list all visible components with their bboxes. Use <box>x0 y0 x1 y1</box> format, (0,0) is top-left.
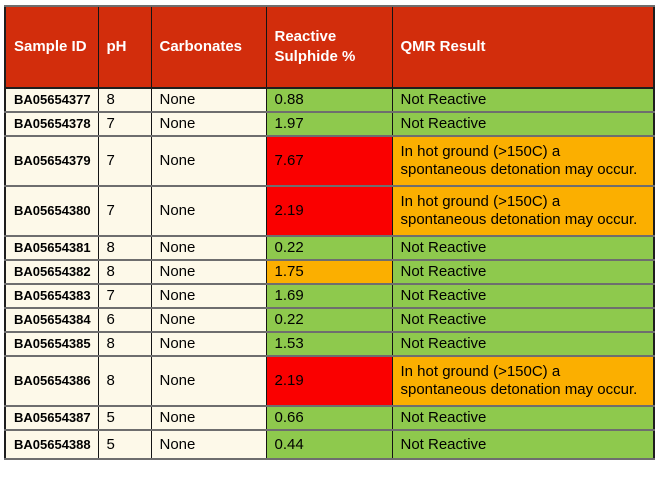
qmr-cell: In hot ground (>150C) a spontaneous deto… <box>391 355 655 407</box>
carbonates-cell: None <box>150 185 267 237</box>
ph-cell: 8 <box>97 235 152 261</box>
sample-id-cell: BA05654384 <box>4 307 99 333</box>
qmr-cell: Not Reactive <box>391 283 655 309</box>
carbonates-cell: None <box>150 283 267 309</box>
carbonates-cell: None <box>150 111 267 137</box>
col-header-qmr-result: QMR Result <box>391 5 655 89</box>
sulphide-cell: 1.75 <box>265 259 393 285</box>
sulphide-cell: 2.19 <box>265 185 393 237</box>
carbonates-cell: None <box>150 355 267 407</box>
qmr-cell: Not Reactive <box>391 111 655 137</box>
sample-id-cell: BA05654388 <box>4 429 99 460</box>
qmr-cell: In hot ground (>150C) a spontaneous deto… <box>391 185 655 237</box>
table-row: BA05654381 8 None 0.22 Not Reactive <box>4 235 655 261</box>
sample-id-cell: BA05654377 <box>4 87 99 113</box>
col-header-ph: pH <box>97 5 152 89</box>
ph-cell: 5 <box>97 429 152 460</box>
col-header-reactive-sulphide: Reactive Sulphide % <box>265 5 393 89</box>
carbonates-cell: None <box>150 307 267 333</box>
sulphide-cell: 0.22 <box>265 307 393 333</box>
qmr-cell: Not Reactive <box>391 307 655 333</box>
col-header-sample-id: Sample ID <box>4 5 99 89</box>
ph-cell: 7 <box>97 185 152 237</box>
table-row: BA05654383 7 None 1.69 Not Reactive <box>4 283 655 309</box>
qmr-cell: Not Reactive <box>391 87 655 113</box>
ph-cell: 7 <box>97 135 152 187</box>
table-row: BA05654378 7 None 1.97 Not Reactive <box>4 111 655 137</box>
table-row: BA05654386 8 None 2.19 In hot ground (>150C)… <box>4 355 655 407</box>
ph-cell: 7 <box>97 111 152 137</box>
table-row: BA05654382 8 None 1.75 Not Reactive <box>4 259 655 285</box>
qmr-cell: Not Reactive <box>391 405 655 431</box>
table-row: BA05654387 5 None 0.66 Not Reactive <box>4 405 655 431</box>
sample-id-cell: BA05654383 <box>4 283 99 309</box>
carbonates-cell: None <box>150 235 267 261</box>
ph-cell: 7 <box>97 283 152 309</box>
ph-cell: 8 <box>97 87 152 113</box>
sample-id-cell: BA05654382 <box>4 259 99 285</box>
qmr-cell: Not Reactive <box>391 259 655 285</box>
sample-id-cell: BA05654385 <box>4 331 99 357</box>
sample-id-cell: BA05654378 <box>4 111 99 137</box>
sulphide-cell: 1.53 <box>265 331 393 357</box>
sulphide-cell: 1.69 <box>265 283 393 309</box>
sample-id-cell: BA05654379 <box>4 135 99 187</box>
ph-cell: 5 <box>97 405 152 431</box>
qmr-cell: Not Reactive <box>391 235 655 261</box>
ph-cell: 6 <box>97 307 152 333</box>
qmr-cell: In hot ground (>150C) a spontaneous deto… <box>391 135 655 187</box>
table-row: BA05654377 8 None 0.88 Not Reactive <box>4 87 655 113</box>
table-row: BA05654388 5 None 0.44 Not Reactive <box>4 429 655 460</box>
qmr-cell: Not Reactive <box>391 429 655 460</box>
sulphide-cell: 0.66 <box>265 405 393 431</box>
carbonates-cell: None <box>150 87 267 113</box>
table-row: BA05654380 7 None 2.19 In hot ground (>150C)… <box>4 185 655 237</box>
sulphide-cell: 0.22 <box>265 235 393 261</box>
sample-id-cell: BA05654387 <box>4 405 99 431</box>
carbonates-cell: None <box>150 331 267 357</box>
carbonates-cell: None <box>150 259 267 285</box>
carbonates-cell: None <box>150 135 267 187</box>
sulphide-cell: 1.97 <box>265 111 393 137</box>
table-row: BA05654385 8 None 1.53 Not Reactive <box>4 331 655 357</box>
sulphide-cell: 0.88 <box>265 87 393 113</box>
ph-cell: 8 <box>97 259 152 285</box>
sample-id-cell: BA05654380 <box>4 185 99 237</box>
carbonates-cell: None <box>150 429 267 460</box>
ph-cell: 8 <box>97 355 152 407</box>
qmr-cell: Not Reactive <box>391 331 655 357</box>
sample-id-cell: BA05654381 <box>4 235 99 261</box>
ph-cell: 8 <box>97 331 152 357</box>
sulphide-cell: 0.44 <box>265 429 393 460</box>
col-header-carbonates: Carbonates <box>150 5 267 89</box>
sulphide-cell: 2.19 <box>265 355 393 407</box>
table-row: BA05654379 7 None 7.67 In hot ground (>150C)… <box>4 135 655 187</box>
sulphide-cell: 7.67 <box>265 135 393 187</box>
sample-id-cell: BA05654386 <box>4 355 99 407</box>
header-row: Sample ID pH Carbonates Reactive Sulphid… <box>4 5 655 89</box>
carbonates-cell: None <box>150 405 267 431</box>
table-row: BA05654384 6 None 0.22 Not Reactive <box>4 307 655 333</box>
table-body: BA05654377 8 None 0.88 Not Reactive BA0565437… <box>4 87 655 460</box>
qmr-results-table: Sample ID pH Carbonates Reactive Sulphid… <box>4 5 655 460</box>
